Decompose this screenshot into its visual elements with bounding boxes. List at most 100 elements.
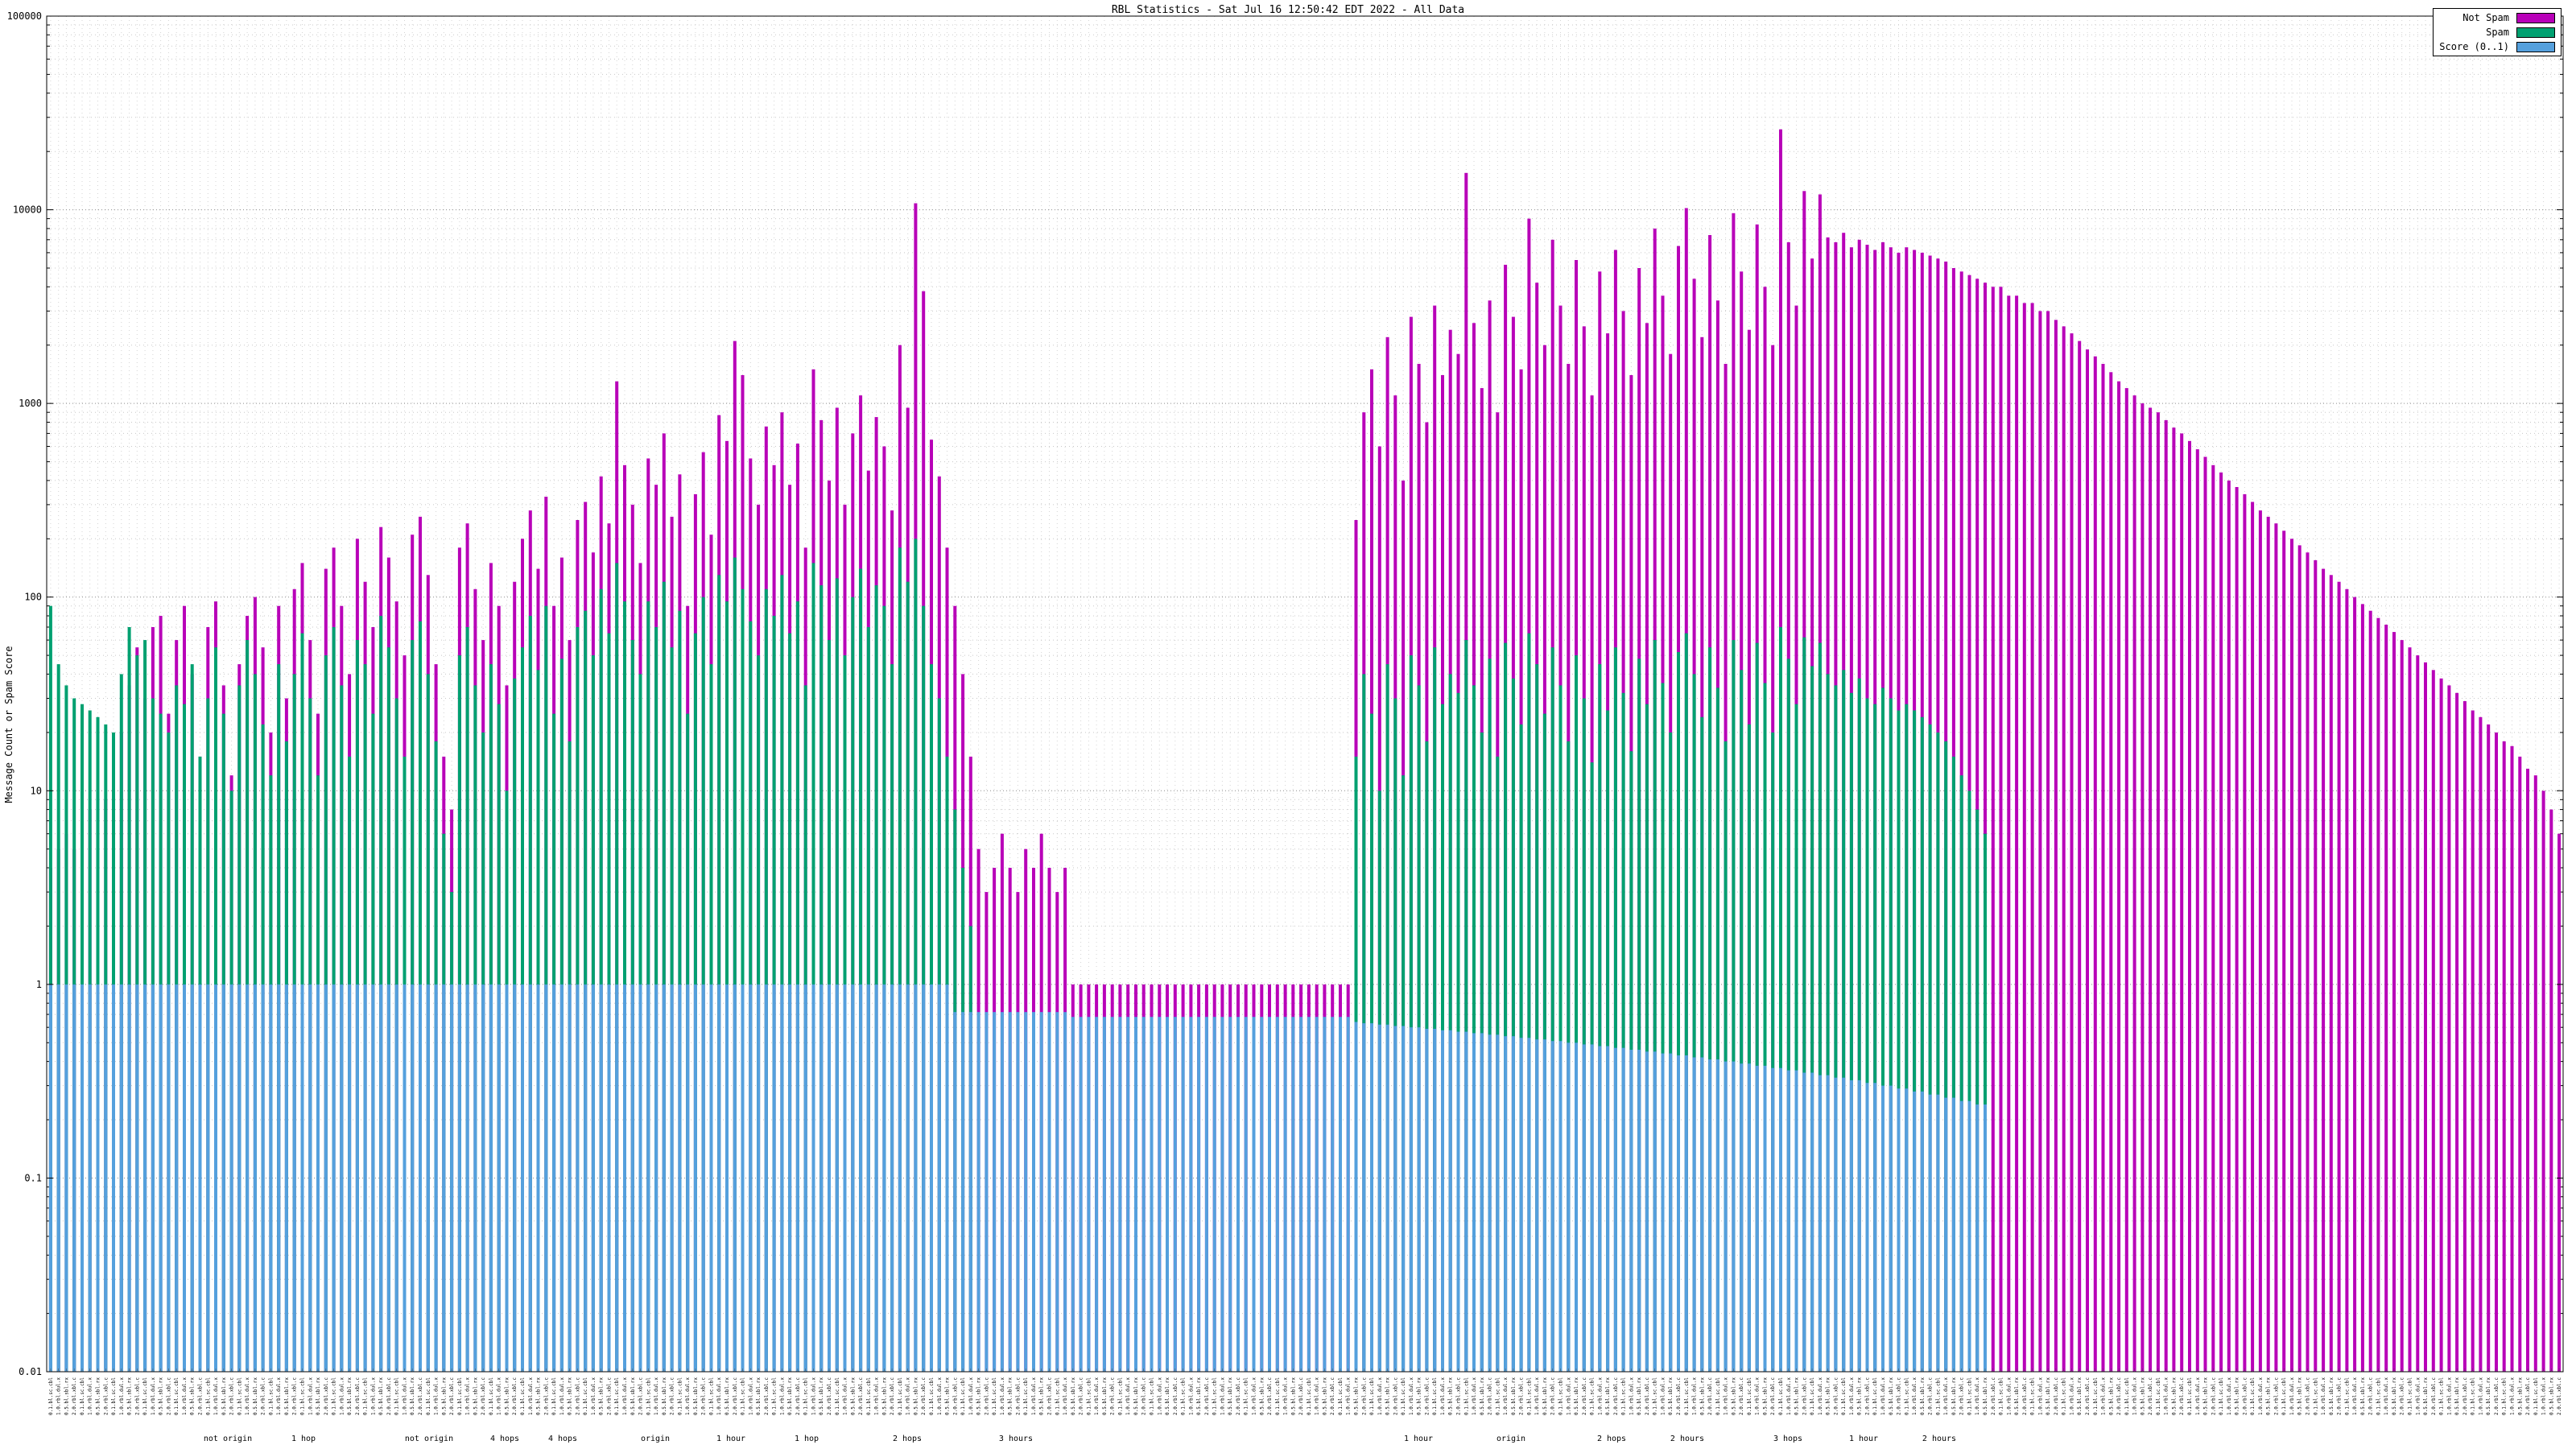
svg-text:1.0.rbl.dul.x: 1.0.rbl.dul.x bbox=[1188, 1377, 1194, 1415]
svg-text:2.0.rbl.xbl.c: 2.0.rbl.xbl.c bbox=[1707, 1377, 1713, 1415]
svg-text:2.0.rbl.xbl.c: 2.0.rbl.xbl.c bbox=[103, 1377, 109, 1415]
svg-text:0.1.bl.sc.cbl: 0.1.bl.sc.cbl bbox=[205, 1377, 211, 1415]
svg-text:1.0.rbl.dul.x: 1.0.rbl.dul.x bbox=[308, 1377, 313, 1415]
svg-text:0.1.bl.sc.cbl: 0.1.bl.sc.cbl bbox=[1904, 1377, 1909, 1415]
svg-text:0.5.bl.sbl.rx: 0.5.bl.sbl.rx bbox=[2108, 1377, 2114, 1415]
svg-text:0.5.bl.sbl.rx: 0.5.bl.sbl.rx bbox=[1071, 1377, 1076, 1415]
legend-label-not-spam: Not Spam bbox=[2462, 12, 2509, 23]
svg-text:0.5.bl.sbl.rx: 0.5.bl.sbl.rx bbox=[1542, 1377, 1548, 1415]
svg-text:0.5.bl.sbl.rx: 0.5.bl.sbl.rx bbox=[2392, 1377, 2397, 1415]
svg-text:1.0.rbl.dul.x: 1.0.rbl.dul.x bbox=[843, 1377, 848, 1415]
svg-text:1.0.rbl.dul.x: 1.0.rbl.dul.x bbox=[2227, 1377, 2232, 1415]
svg-text:2.0.rbl.xbl.c: 2.0.rbl.xbl.c bbox=[607, 1377, 613, 1415]
svg-text:0.5.bl.sbl.rx: 0.5.bl.sbl.rx bbox=[630, 1377, 636, 1415]
svg-text:1.0.rbl.dul.x: 1.0.rbl.dul.x bbox=[1534, 1377, 1540, 1415]
svg-text:2.0.rbl.xbl.c: 2.0.rbl.xbl.c bbox=[355, 1377, 361, 1415]
svg-text:0.1.bl.sc.cbl: 0.1.bl.sc.cbl bbox=[2313, 1377, 2318, 1415]
svg-text:0.5.bl.sbl.rx: 0.5.bl.sbl.rx bbox=[976, 1377, 982, 1415]
svg-text:2.0.rbl.xbl.c: 2.0.rbl.xbl.c bbox=[2085, 1377, 2091, 1415]
svg-text:0.5.bl.sbl.rx: 0.5.bl.sbl.rx bbox=[1574, 1377, 1579, 1415]
svg-text:2.0.rbl.xbl.c: 2.0.rbl.xbl.c bbox=[890, 1377, 895, 1415]
svg-text:1.0.rbl.dul.x: 1.0.rbl.dul.x bbox=[2446, 1377, 2452, 1415]
svg-text:0.5.bl.sbl.rx: 0.5.bl.sbl.rx bbox=[284, 1377, 290, 1415]
svg-text:0.5.bl.sbl.rx: 0.5.bl.sbl.rx bbox=[1228, 1377, 1233, 1415]
svg-text:2.0.rbl.xbl.c: 2.0.rbl.xbl.c bbox=[1613, 1377, 1619, 1415]
svg-text:0.5.bl.sbl.rx: 0.5.bl.sbl.rx bbox=[1889, 1377, 1894, 1415]
svg-text:1.0.rbl.dul.x: 1.0.rbl.dul.x bbox=[1252, 1377, 1257, 1415]
svg-text:0.5.bl.sbl.rx: 0.5.bl.sbl.rx bbox=[1605, 1377, 1611, 1415]
svg-text:0.1.bl.sc.cbl: 0.1.bl.sc.cbl bbox=[1369, 1377, 1375, 1415]
svg-text:2 hops: 2 hops bbox=[893, 1435, 922, 1443]
svg-text:2.0.rbl.xbl.c: 2.0.rbl.xbl.c bbox=[2368, 1377, 2374, 1415]
svg-text:0.1.bl.sc.cbl: 0.1.bl.sc.cbl bbox=[1212, 1377, 1218, 1415]
svg-text:1.0.rbl.dul.x: 1.0.rbl.dul.x bbox=[1346, 1377, 1352, 1415]
svg-text:1.0.rbl.dul.x: 1.0.rbl.dul.x bbox=[906, 1377, 911, 1415]
svg-text:0.5.bl.sbl.rx: 0.5.bl.sbl.rx bbox=[2360, 1377, 2366, 1415]
svg-text:0.1.bl.sc.cbl: 0.1.bl.sc.cbl bbox=[1967, 1377, 1973, 1415]
legend-label-spam: Spam bbox=[2486, 27, 2509, 38]
svg-text:0.1.bl.sc.cbl: 0.1.bl.sc.cbl bbox=[2124, 1377, 2130, 1415]
svg-text:0.5.bl.sbl.rx: 0.5.bl.sbl.rx bbox=[1826, 1377, 1831, 1415]
svg-text:0.5.bl.sbl.rx: 0.5.bl.sbl.rx bbox=[410, 1377, 415, 1415]
svg-text:0.1.bl.sc.cbl: 0.1.bl.sc.cbl bbox=[1621, 1377, 1627, 1415]
svg-text:0.1.bl.sc.cbl: 0.1.bl.sc.cbl bbox=[1495, 1377, 1501, 1415]
svg-text:1.0.rbl.dul.x: 1.0.rbl.dul.x bbox=[2352, 1377, 2358, 1415]
svg-text:0.5.bl.sbl.rx: 0.5.bl.sbl.rx bbox=[1354, 1377, 1360, 1415]
svg-text:1.0.rbl.dul.x: 1.0.rbl.dul.x bbox=[654, 1377, 659, 1415]
svg-text:0.5.bl.sbl.rx: 0.5.bl.sbl.rx bbox=[2140, 1377, 2145, 1415]
svg-text:origin: origin bbox=[641, 1435, 670, 1443]
svg-text:2.0.rbl.xbl.c: 2.0.rbl.xbl.c bbox=[2242, 1377, 2248, 1415]
svg-text:2.0.rbl.xbl.c: 2.0.rbl.xbl.c bbox=[2054, 1377, 2059, 1415]
svg-text:1.0.rbl.dul.x: 1.0.rbl.dul.x bbox=[1629, 1377, 1634, 1415]
svg-text:0.5.bl.sbl.rx: 0.5.bl.sbl.rx bbox=[441, 1377, 447, 1415]
svg-text:0.1.bl.sc.cbl: 0.1.bl.sc.cbl bbox=[835, 1377, 840, 1415]
svg-text:0.5.bl.sbl.rx: 0.5.bl.sbl.rx bbox=[2297, 1377, 2303, 1415]
svg-text:1.0.rbl.dul.x: 1.0.rbl.dul.x bbox=[1880, 1377, 1886, 1415]
svg-text:0.1.bl.sc.cbl: 0.1.bl.sc.cbl bbox=[772, 1377, 778, 1415]
svg-text:0.5.bl.sbl.rx: 0.5.bl.sbl.rx bbox=[1699, 1377, 1705, 1415]
svg-text:0.1.bl.sc.cbl: 0.1.bl.sc.cbl bbox=[2156, 1377, 2161, 1415]
svg-text:0.5.bl.sbl.rx: 0.5.bl.sbl.rx bbox=[253, 1377, 258, 1415]
legend: Not Spam Spam Score (0..1) bbox=[2433, 8, 2562, 56]
svg-text:0.5.bl.sbl.rx: 0.5.bl.sbl.rx bbox=[1480, 1377, 1485, 1415]
svg-text:0.1.bl.sc.cbl: 0.1.bl.sc.cbl bbox=[2093, 1377, 2099, 1415]
svg-text:2.0.rbl.xbl.c: 2.0.rbl.xbl.c bbox=[2494, 1377, 2500, 1415]
svg-text:0.5.bl.sbl.rx: 0.5.bl.sbl.rx bbox=[1039, 1377, 1045, 1415]
svg-text:4 hops: 4 hops bbox=[548, 1435, 577, 1443]
svg-text:1.0.rbl.dul.x: 1.0.rbl.dul.x bbox=[1849, 1377, 1855, 1415]
svg-text:2.0.rbl.xbl.c: 2.0.rbl.xbl.c bbox=[733, 1377, 738, 1415]
svg-text:1.0.rbl.dul.x: 1.0.rbl.dul.x bbox=[528, 1377, 534, 1415]
svg-text:origin: origin bbox=[1496, 1435, 1525, 1443]
svg-text:0.5.bl.sbl.rx: 0.5.bl.sbl.rx bbox=[1102, 1377, 1108, 1415]
svg-text:0.5.bl.sbl.rx: 0.5.bl.sbl.rx bbox=[2423, 1377, 2429, 1415]
svg-text:1.0.rbl.dul.x: 1.0.rbl.dul.x bbox=[2289, 1377, 2295, 1415]
svg-text:0.5.bl.sbl.rx: 0.5.bl.sbl.rx bbox=[693, 1377, 699, 1415]
svg-text:2.0.rbl.xbl.c: 2.0.rbl.xbl.c bbox=[1519, 1377, 1525, 1415]
svg-text:100000: 100000 bbox=[7, 10, 42, 22]
svg-text:2.0.rbl.xbl.c: 2.0.rbl.xbl.c bbox=[2400, 1377, 2405, 1415]
svg-text:0.5.bl.sbl.rx: 0.5.bl.sbl.rx bbox=[1920, 1377, 1926, 1415]
svg-text:0.1.bl.sc.cbl: 0.1.bl.sc.cbl bbox=[1055, 1377, 1060, 1415]
svg-text:1 hop: 1 hop bbox=[291, 1435, 316, 1443]
svg-text:0.1.bl.sc.cbl: 0.1.bl.sc.cbl bbox=[2219, 1377, 2224, 1415]
svg-text:1.0.rbl.dul.x: 1.0.rbl.dul.x bbox=[182, 1377, 188, 1415]
svg-text:0.1.bl.sc.cbl: 0.1.bl.sc.cbl bbox=[2187, 1377, 2193, 1415]
svg-text:2.0.rbl.xbl.c: 2.0.rbl.xbl.c bbox=[2211, 1377, 2216, 1415]
svg-text:0.5.bl.sbl.rx: 0.5.bl.sbl.rx bbox=[756, 1377, 762, 1415]
svg-text:2.0.rbl.xbl.c: 2.0.rbl.xbl.c bbox=[543, 1377, 549, 1415]
svg-text:1.0.rbl.dul.x: 1.0.rbl.dul.x bbox=[748, 1377, 753, 1415]
svg-text:1.0.rbl.dul.x: 1.0.rbl.dul.x bbox=[119, 1377, 125, 1415]
svg-text:2.0.rbl.xbl.c: 2.0.rbl.xbl.c bbox=[324, 1377, 329, 1415]
svg-text:0.5.bl.sbl.rx: 0.5.bl.sbl.rx bbox=[2235, 1377, 2240, 1415]
svg-text:0.5.bl.sbl.rx: 0.5.bl.sbl.rx bbox=[1322, 1377, 1327, 1415]
svg-text:0.1.bl.sc.cbl: 0.1.bl.sc.cbl bbox=[1463, 1377, 1469, 1415]
svg-text:0.1.bl.sc.cbl: 0.1.bl.sc.cbl bbox=[1307, 1377, 1312, 1415]
legend-swatch-spam bbox=[2516, 27, 2555, 38]
svg-text:1.0.rbl.dul.x: 1.0.rbl.dul.x bbox=[2541, 1377, 2547, 1415]
legend-item-spam: Spam bbox=[2439, 27, 2555, 38]
svg-text:2.0.rbl.xbl.c: 2.0.rbl.xbl.c bbox=[418, 1377, 423, 1415]
svg-text:2.0.rbl.xbl.c: 2.0.rbl.xbl.c bbox=[1267, 1377, 1273, 1415]
svg-text:0.1.bl.sc.cbl: 0.1.bl.sc.cbl bbox=[1023, 1377, 1029, 1415]
svg-text:0.1.bl.sc.cbl: 0.1.bl.sc.cbl bbox=[237, 1377, 242, 1415]
svg-text:1.0.rbl.dul.x: 1.0.rbl.dul.x bbox=[1566, 1377, 1571, 1415]
